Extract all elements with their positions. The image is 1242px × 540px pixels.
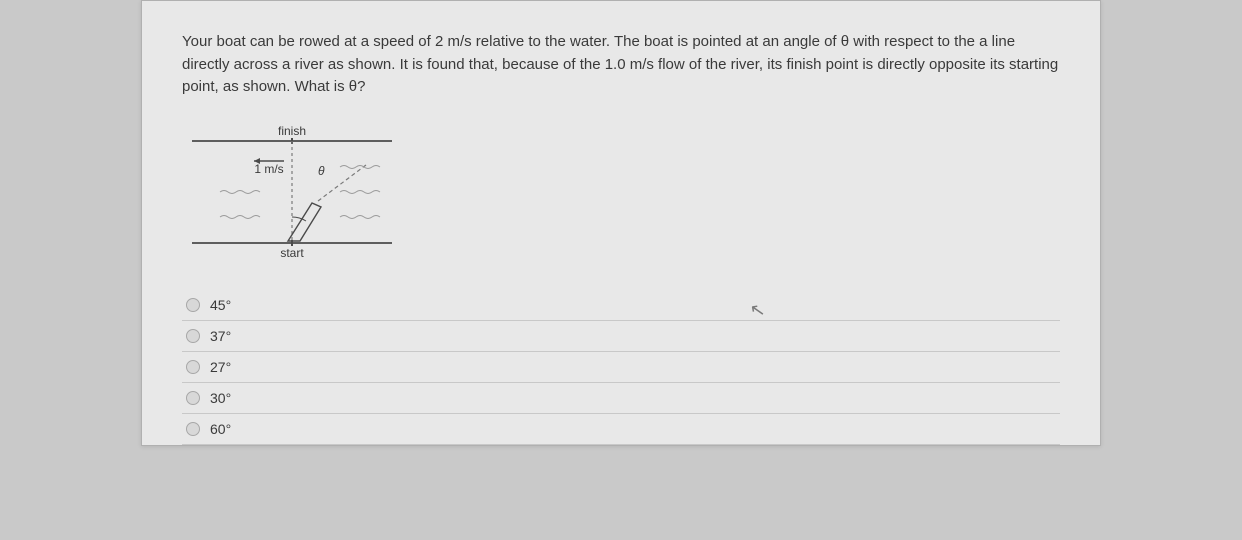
svg-text:start: start [280, 246, 304, 260]
option-row[interactable]: 45° [182, 290, 1060, 321]
option-row[interactable]: 30° [182, 383, 1060, 414]
svg-text:1 m/s: 1 m/s [254, 162, 283, 176]
option-label: 37° [210, 328, 231, 344]
radio-icon[interactable] [186, 298, 200, 312]
radio-icon[interactable] [186, 329, 200, 343]
option-row[interactable]: 37° [182, 321, 1060, 352]
option-label: 30° [210, 390, 231, 406]
option-label: 27° [210, 359, 231, 375]
svg-text:θ: θ [318, 164, 325, 178]
radio-icon[interactable] [186, 391, 200, 405]
option-row[interactable]: 60° [182, 414, 1060, 445]
question-card: Your boat can be rowed at a speed of 2 m… [141, 0, 1101, 446]
option-label: 45° [210, 297, 231, 313]
option-label: 60° [210, 421, 231, 437]
svg-text:finish: finish [278, 124, 306, 138]
radio-icon[interactable] [186, 360, 200, 374]
river-figure: finish start 1 m/s θ [172, 117, 1060, 272]
option-row[interactable]: 27° [182, 352, 1060, 383]
answer-options: 45° 37° 27° 30° 60° [182, 290, 1060, 445]
radio-icon[interactable] [186, 422, 200, 436]
question-text: Your boat can be rowed at a speed of 2 m… [182, 31, 1060, 99]
